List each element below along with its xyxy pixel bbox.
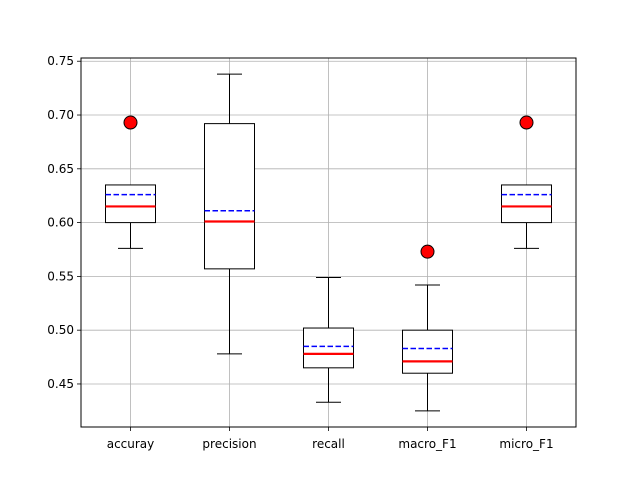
outlier-point	[519, 115, 534, 130]
iqr-box	[204, 123, 255, 270]
iqr-box	[402, 329, 453, 374]
box-micro_F1	[501, 115, 552, 249]
y-tick-label: 0.70	[47, 108, 74, 122]
iqr-box	[303, 327, 354, 369]
y-tick-label: 0.75	[47, 54, 74, 68]
box-accuray	[105, 115, 156, 249]
x-tick-label: accuray	[107, 437, 155, 451]
x-tick-label: precision	[202, 437, 256, 451]
x-tick-label: recall	[312, 437, 345, 451]
iqr-box	[105, 184, 156, 224]
y-tick-label: 0.60	[47, 216, 74, 230]
iqr-box	[501, 184, 552, 224]
outlier-point	[420, 244, 435, 259]
box-layer	[105, 73, 552, 412]
box-precision	[204, 73, 255, 355]
box-recall	[303, 276, 354, 403]
tick-layer: 0.45 0.50 0.55 0.60 0.65 0.70 0.75 accuray preci…	[47, 54, 553, 451]
y-tick-label: 0.65	[47, 162, 74, 176]
outlier-point	[123, 115, 138, 130]
y-tick-label: 0.50	[47, 323, 74, 337]
y-tick-label: 0.45	[47, 377, 74, 391]
x-tick-label: macro_F1	[398, 437, 456, 451]
box-macro_F1	[402, 244, 453, 412]
x-tick-label: micro_F1	[499, 437, 553, 451]
y-tick-label: 0.55	[47, 269, 74, 283]
